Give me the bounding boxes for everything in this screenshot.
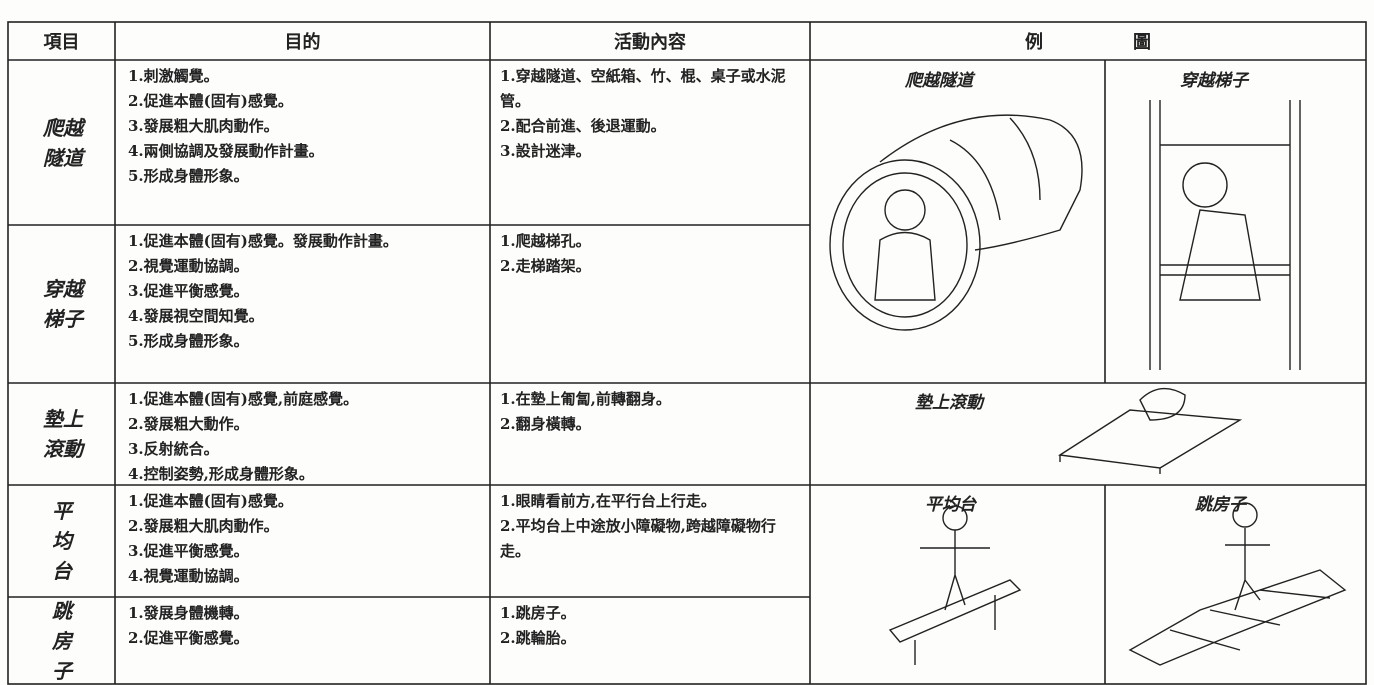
purpose-line: 5.形成身體形象。 [128, 167, 249, 185]
header-activity: 活動內容 [614, 32, 686, 53]
purpose-line: 3.促進平衡感覺。 [128, 542, 249, 560]
purpose-line: 2.發展粗大肌肉動作。 [128, 517, 279, 535]
row-item: 平均台 [52, 499, 72, 583]
purpose-line: 1.促進本體(固有)感覺。 [128, 492, 293, 510]
illustration-caption: 平均台 [925, 495, 976, 515]
purpose-line: 4.控制姿勢,形成身體形象。 [128, 465, 314, 483]
purpose-line: 4.發展視空間知覺。 [128, 307, 264, 325]
purpose-line: 2.視覺運動協調。 [128, 257, 249, 275]
activity-line: 3.設計迷津。 [500, 142, 591, 160]
purpose-line: 2.促進平衡感覺。 [128, 629, 249, 647]
activity-line: 2.跳輪胎。 [500, 629, 576, 647]
activity-line: 1.穿越隧道、空紙箱、竹、棍、桌子或水泥管。 [500, 67, 786, 110]
row-item: 跳房子 [52, 598, 72, 683]
purpose-line: 2.發展粗大動作。 [128, 415, 249, 433]
purpose-line: 3.促進平衡感覺。 [128, 282, 249, 300]
activity-line: 2.配合前進、後退運動。 [500, 117, 666, 135]
row-item: 爬越隧道 [43, 115, 83, 170]
header-illustration: 例 圖 [1025, 32, 1151, 53]
illustration-caption: 爬越隧道 [905, 71, 973, 91]
row-item: 墊上滾動 [43, 407, 83, 461]
illustration-caption: 穿越梯子 [1180, 71, 1248, 91]
purpose-line: 1.刺激觸覺。 [128, 67, 219, 85]
activity-line: 1.爬越梯孔。 [500, 232, 591, 250]
activity-line: 1.在墊上匍匐,前轉翻身。 [500, 390, 671, 408]
activity-line: 1.跳房子。 [500, 604, 576, 622]
purpose-line: 4.兩側協調及發展動作計畫。 [128, 142, 324, 160]
purpose-line: 3.發展粗大肌肉動作。 [128, 117, 279, 135]
activity-line: 1.眼睛看前方,在平行台上行走。 [500, 492, 716, 510]
tunnel-drawing [829, 114, 1083, 331]
activity-line: 2.翻身橫轉。 [500, 415, 591, 433]
purpose-line: 1.促進本體(固有)感覺。發展動作計畫。 [128, 232, 398, 250]
beam-drawing [888, 505, 1022, 665]
illustration-caption: 跳房子 [1195, 495, 1246, 515]
row-item: 穿越梯子 [43, 277, 83, 331]
purpose-line: 3.反射統合。 [128, 440, 219, 458]
purpose-line: 1.發展身體機轉。 [128, 604, 249, 622]
ladder-drawing [1149, 100, 1301, 370]
illustration-caption: 墊上滾動 [915, 393, 983, 413]
purpose-line: 5.形成身體形象。 [128, 332, 249, 350]
activity-line: 2.平均台上中途放小障礙物,跨越障礙物行走。 [500, 517, 776, 560]
mat-drawing [1058, 387, 1243, 474]
purpose-line: 4.視覺運動協調。 [128, 567, 249, 585]
header-item: 項目 [43, 32, 80, 53]
hopscotch-drawing [1128, 502, 1347, 666]
purpose-line: 2.促進本體(固有)感覺。 [128, 92, 293, 110]
header-purpose: 目的 [284, 32, 321, 53]
purpose-line: 1.促進本體(固有)感覺,前庭感覺。 [128, 390, 359, 408]
activity-line: 2.走梯踏架。 [500, 257, 591, 275]
